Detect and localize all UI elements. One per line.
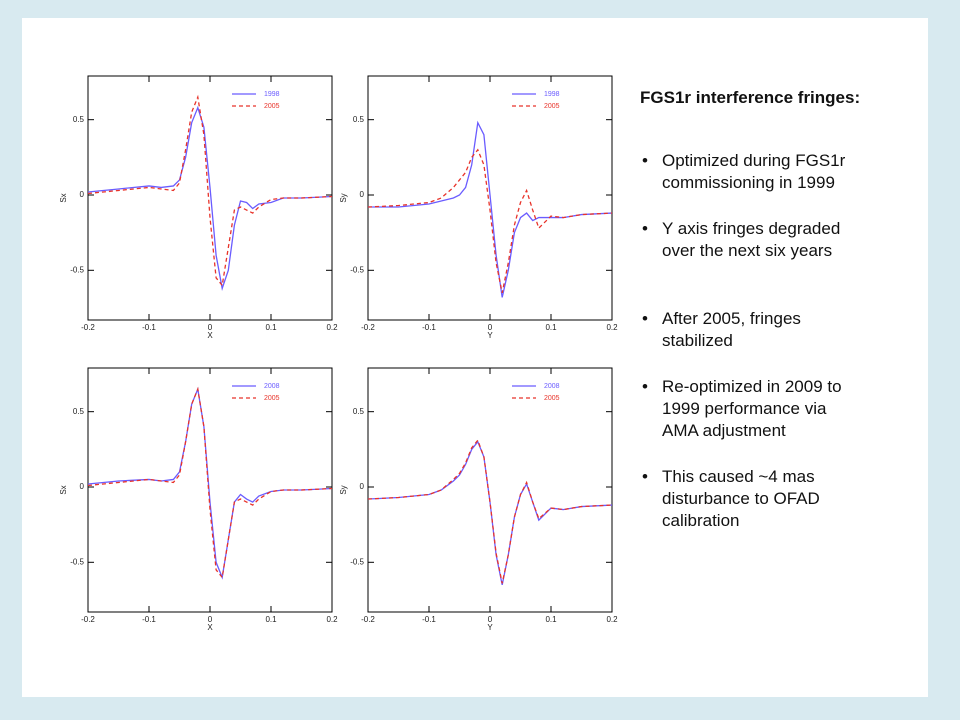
- bullet-line: stabilized: [662, 331, 733, 350]
- y-tick-label: 0: [80, 190, 85, 199]
- bullet-line: calibration: [662, 511, 740, 530]
- bullet-line: After 2005, fringes: [662, 309, 801, 328]
- x-tick-label: -0.2: [81, 615, 95, 624]
- bullet-line: AMA adjustment: [662, 421, 786, 440]
- x-tick-label: -0.2: [361, 323, 375, 332]
- legend-label: 1998: [544, 91, 560, 98]
- x-tick-label: 0: [208, 323, 213, 332]
- x-tick-label: 0.2: [326, 615, 338, 624]
- text-panel: FGS1r interference fringes: Optimized du…: [640, 88, 920, 556]
- y-tick-label: 0.5: [73, 407, 85, 416]
- legend-label: 2005: [544, 103, 560, 110]
- x-tick-label: -0.1: [422, 323, 436, 332]
- x-tick-label: 0.1: [265, 323, 277, 332]
- x-axis-label: X: [207, 623, 213, 632]
- legend-label: 2008: [264, 383, 280, 390]
- series-line: [367, 440, 613, 586]
- x-tick-label: 0.1: [545, 615, 557, 624]
- bullet-line: 1999 performance via: [662, 399, 827, 418]
- bullet: Optimized during FGS1r commissioning in 1…: [640, 150, 920, 194]
- x-tick-label: 0: [488, 615, 493, 624]
- slide: -0.2 -0.1 0 0.1 0.2 -0.5 0 0.5 X Sx 1998 2005 -0.2 -0…: [22, 18, 928, 697]
- bullet: Re-optimized in 2009 to 1999 performance …: [640, 376, 920, 442]
- x-tick-label: 0.1: [265, 615, 277, 624]
- y-axis-label: Sx: [59, 485, 68, 494]
- legend-label: 2005: [544, 395, 560, 402]
- bullet: Y axis fringes degraded over the next six…: [640, 218, 920, 262]
- y-axis-label: Sy: [339, 485, 348, 494]
- series-line: [87, 386, 333, 580]
- plot-frame: [367, 367, 613, 613]
- y-tick-label: -0.5: [70, 265, 84, 274]
- bullet-line: Y axis fringes degraded: [662, 219, 841, 238]
- x-tick-label: -0.2: [81, 323, 95, 332]
- y-axis-label: Sx: [59, 193, 68, 202]
- y-tick-label: 0.5: [353, 115, 365, 124]
- legend-label: 2005: [264, 395, 280, 402]
- bullet: After 2005, fringes stabilized: [640, 308, 920, 352]
- bullet: This caused ~4 mas disturbance to OFAD cal…: [640, 466, 920, 532]
- x-tick-label: -0.1: [142, 323, 156, 332]
- x-axis-label: Y: [487, 623, 493, 632]
- x-tick-label: 0.1: [545, 323, 557, 332]
- y-tick-label: 0: [360, 190, 365, 199]
- x-tick-label: 0: [208, 615, 213, 624]
- y-tick-label: 0: [360, 482, 365, 491]
- x-tick-label: 0.2: [606, 615, 618, 624]
- x-tick-label: -0.1: [142, 615, 156, 624]
- y-tick-label: 0: [80, 482, 85, 491]
- y-tick-label: -0.5: [70, 557, 84, 566]
- x-tick-label: -0.1: [422, 615, 436, 624]
- bullet-line: commissioning in 1999: [662, 173, 835, 192]
- legend-label: 2008: [544, 383, 560, 390]
- legend-label: 2005: [264, 103, 280, 110]
- y-tick-label: -0.5: [350, 265, 364, 274]
- series-line: [367, 148, 613, 294]
- x-axis-label: X: [207, 331, 213, 340]
- panel-title: FGS1r interference fringes:: [640, 88, 861, 107]
- y-axis-label: Sy: [339, 193, 348, 202]
- bullet-line: Re-optimized in 2009 to: [662, 377, 842, 396]
- bullet-line: Optimized during FGS1r: [662, 151, 846, 170]
- y-tick-label: 0.5: [73, 115, 85, 124]
- x-tick-label: 0: [488, 323, 493, 332]
- x-tick-label: 0.2: [326, 323, 338, 332]
- legend-label: 1998: [264, 91, 280, 98]
- charts: -0.2 -0.1 0 0.1 0.2 -0.5 0 0.5 X Sx 1998 2005 -0.2 -0…: [59, 75, 618, 632]
- series-line: [368, 120, 613, 298]
- bullet-line: This caused ~4 mas: [662, 467, 815, 486]
- series-line: [367, 438, 613, 584]
- y-tick-label: 0.5: [353, 407, 365, 416]
- x-axis-label: Y: [487, 331, 493, 340]
- series-line: [87, 94, 333, 287]
- bullet-line: over the next six years: [662, 241, 833, 260]
- bullet-line: disturbance to OFAD: [662, 489, 820, 508]
- series-line: [87, 386, 333, 579]
- y-tick-label: -0.5: [350, 557, 364, 566]
- x-tick-label: -0.2: [361, 615, 375, 624]
- series-line: [87, 105, 333, 291]
- x-tick-label: 0.2: [606, 323, 618, 332]
